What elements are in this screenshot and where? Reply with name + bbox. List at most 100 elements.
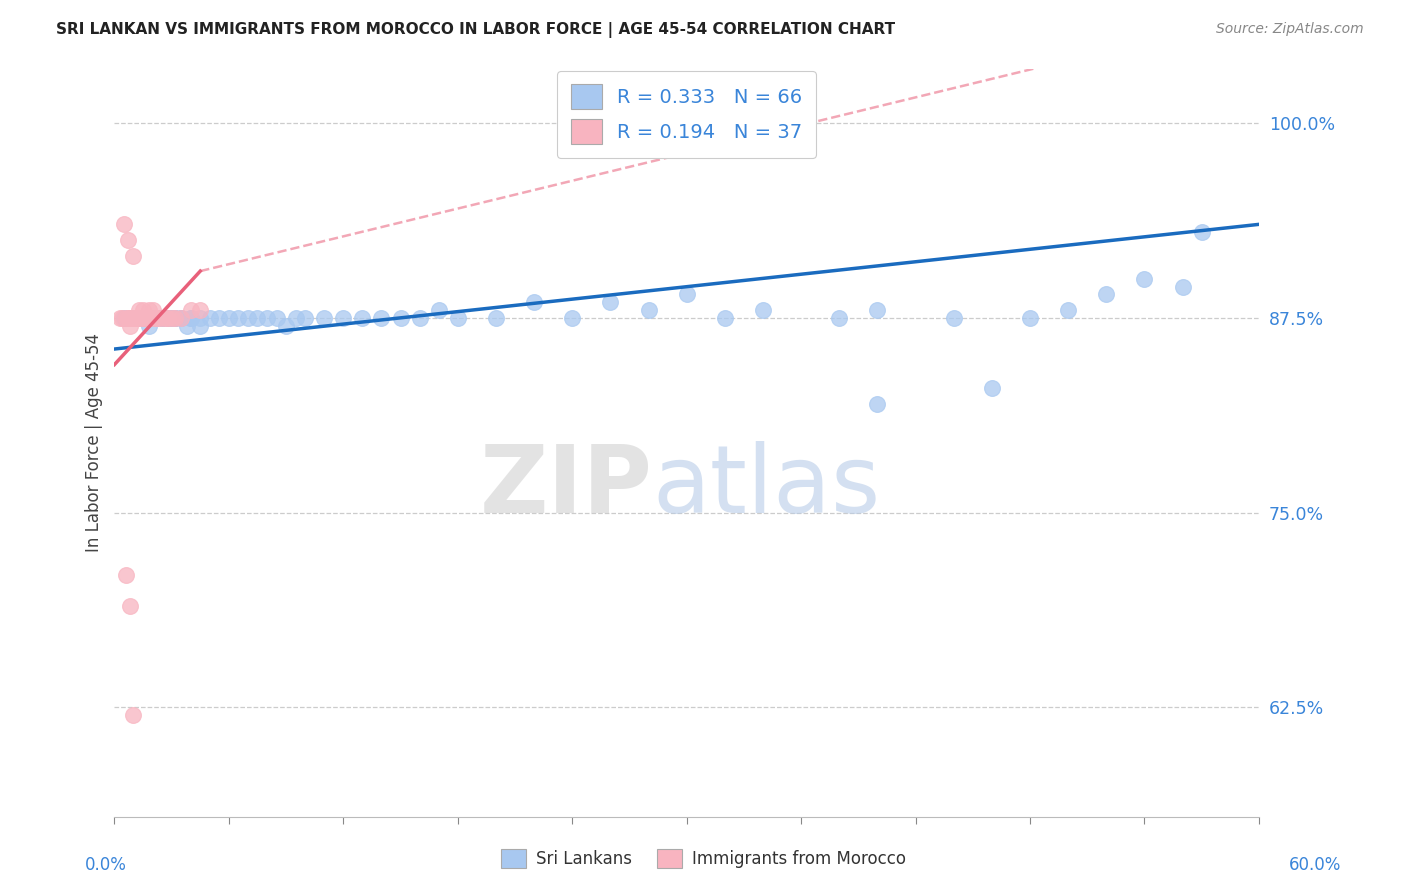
Point [188, 303, 211, 318]
Point [866, 396, 889, 410]
Point [156, 310, 179, 325]
Point [284, 310, 307, 325]
Y-axis label: In Labor Force | Age 45-54: In Labor Force | Age 45-54 [86, 333, 103, 552]
Text: atlas: atlas [652, 442, 880, 533]
Text: 60.0%: 60.0% [1288, 855, 1341, 873]
Point [138, 303, 160, 318]
Point [118, 310, 141, 325]
Point [485, 310, 508, 325]
Point [148, 310, 170, 325]
Point [122, 310, 145, 325]
Point [389, 310, 412, 325]
Point [127, 310, 149, 325]
Point [447, 310, 470, 325]
Point [142, 310, 165, 325]
Point [714, 310, 737, 325]
Point [180, 303, 202, 318]
Point [142, 310, 165, 325]
Point [127, 310, 149, 325]
Text: Source: ZipAtlas.com: Source: ZipAtlas.com [1216, 22, 1364, 37]
Point [160, 310, 183, 325]
Point [274, 318, 297, 333]
Point [352, 310, 374, 325]
Point [127, 310, 149, 325]
Point [112, 218, 135, 232]
Point [208, 310, 231, 325]
Point [246, 310, 269, 325]
Point [115, 568, 138, 582]
Point [266, 310, 288, 325]
Point [752, 303, 775, 318]
Point [121, 310, 143, 325]
Point [866, 303, 889, 318]
Point [138, 310, 160, 325]
Legend: R = 0.333   N = 66, R = 0.194   N = 37: R = 0.333 N = 66, R = 0.194 N = 37 [557, 70, 815, 158]
Point [117, 310, 139, 325]
Point [1095, 287, 1118, 301]
Point [1019, 310, 1042, 325]
Point [118, 599, 141, 614]
Point [942, 310, 965, 325]
Point [1171, 279, 1194, 293]
Point [228, 310, 250, 325]
Point [314, 310, 336, 325]
Point [156, 310, 179, 325]
Point [132, 310, 155, 325]
Point [198, 310, 221, 325]
Point [132, 310, 155, 325]
Point [180, 310, 202, 325]
Point [129, 310, 152, 325]
Point [118, 310, 141, 325]
Point [135, 310, 157, 325]
Point [145, 310, 167, 325]
Point [1133, 272, 1156, 286]
Point [561, 310, 583, 325]
Point [138, 310, 160, 325]
Point [523, 295, 546, 310]
Point [142, 310, 165, 325]
Text: SRI LANKAN VS IMMIGRANTS FROM MOROCCO IN LABOR FORCE | AGE 45-54 CORRELATION CHA: SRI LANKAN VS IMMIGRANTS FROM MOROCCO IN… [56, 22, 896, 38]
Point [599, 295, 621, 310]
Point [138, 318, 160, 333]
Point [160, 310, 183, 325]
Point [145, 310, 167, 325]
Point [980, 381, 1002, 395]
Point [188, 318, 211, 333]
Point [427, 303, 450, 318]
Point [142, 303, 165, 318]
Point [112, 310, 135, 325]
Point [108, 310, 131, 325]
Point [134, 310, 156, 325]
Point [188, 310, 211, 325]
Point [165, 310, 187, 325]
Point [122, 310, 145, 325]
Legend: Sri Lankans, Immigrants from Morocco: Sri Lankans, Immigrants from Morocco [494, 843, 912, 875]
Point [155, 310, 177, 325]
Point [150, 310, 173, 325]
Point [294, 310, 316, 325]
Point [170, 310, 193, 325]
Point [150, 310, 173, 325]
Point [132, 310, 155, 325]
Point [332, 310, 354, 325]
Point [128, 303, 150, 318]
Point [1057, 303, 1080, 318]
Point [180, 310, 202, 325]
Point [675, 287, 697, 301]
Point [160, 310, 183, 325]
Point [145, 310, 167, 325]
Point [150, 310, 173, 325]
Point [170, 310, 193, 325]
Point [132, 303, 155, 318]
Point [118, 318, 141, 333]
Point [408, 310, 430, 325]
Point [111, 310, 134, 325]
Point [236, 310, 259, 325]
Point [176, 318, 198, 333]
Point [122, 310, 145, 325]
Point [117, 233, 139, 247]
Point [180, 310, 202, 325]
Point [122, 708, 145, 723]
Point [1191, 225, 1213, 239]
Point [170, 310, 193, 325]
